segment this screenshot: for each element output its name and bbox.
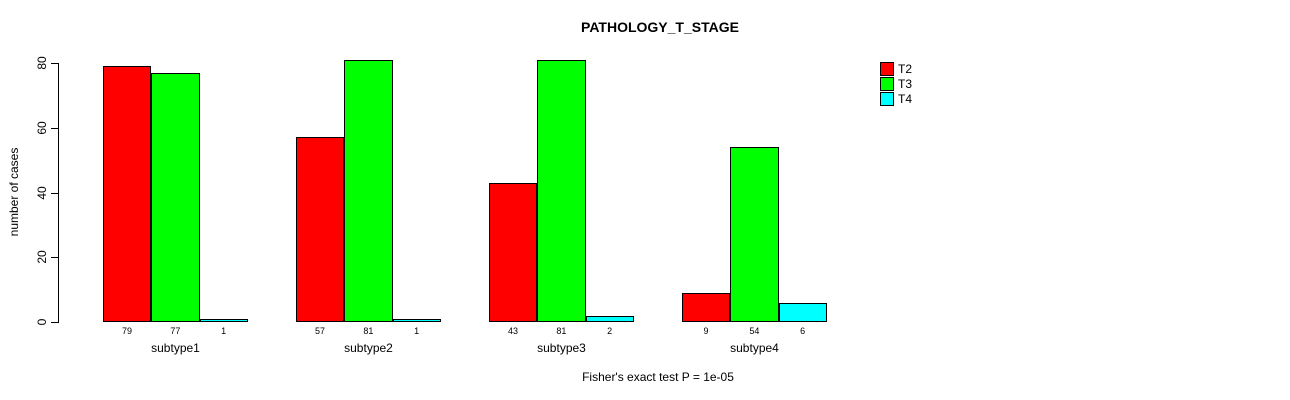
- bar-value-label: 79: [121, 326, 132, 336]
- category-label: subtype3: [537, 341, 586, 355]
- legend-label: T3: [898, 77, 913, 91]
- y-tick: [51, 322, 58, 323]
- y-tick: [51, 192, 58, 194]
- y-tick-label: 20: [35, 250, 49, 264]
- y-tick: [51, 257, 58, 259]
- bar: [585, 315, 634, 322]
- legend-item: T2: [880, 62, 912, 76]
- category-label: subtype1: [151, 341, 200, 355]
- category-label: subtype2: [344, 341, 393, 355]
- bar-value-label: 2: [607, 326, 613, 336]
- y-tick: [51, 127, 58, 129]
- bar-value-label: 81: [363, 326, 374, 336]
- y-axis-label: number of cases: [7, 147, 21, 237]
- bar-value-label: 77: [170, 326, 181, 336]
- bar: [778, 302, 827, 322]
- y-tick-label: 60: [35, 121, 49, 135]
- y-tick-label: 80: [35, 56, 49, 70]
- y-axis-line: [58, 63, 59, 323]
- legend-item: T3: [880, 77, 912, 91]
- legend-swatch: [880, 92, 894, 106]
- bar-value-label: 9: [703, 326, 709, 336]
- legend-swatch: [880, 62, 894, 76]
- bar: [151, 72, 200, 322]
- legend-label: T2: [898, 62, 913, 76]
- category-label: subtype4: [730, 341, 779, 355]
- bar: [344, 59, 393, 322]
- y-tick-label: 0: [35, 318, 49, 326]
- bar: [682, 292, 731, 322]
- bar-value-label: 1: [414, 326, 420, 336]
- annotation-text: Fisher's exact test P = 1e-05: [582, 370, 734, 384]
- bar: [296, 137, 345, 322]
- chart-title: PATHOLOGY_T_STAGE: [581, 19, 739, 35]
- bar: [392, 318, 441, 322]
- y-tick-label: 40: [35, 185, 49, 200]
- legend: T2 T3 T4: [880, 62, 912, 106]
- bar-value-label: 81: [556, 326, 567, 336]
- bar: [489, 182, 538, 322]
- legend-swatch: [880, 77, 894, 91]
- bar-value-label: 43: [507, 326, 518, 336]
- bar-value-label: 6: [800, 326, 806, 336]
- y-tick: [51, 63, 58, 64]
- bar: [537, 59, 586, 322]
- legend-label: T4: [898, 92, 913, 106]
- bar: [199, 318, 248, 322]
- bar-value-label: 1: [221, 326, 227, 336]
- bar-value-label: 54: [749, 326, 760, 336]
- bar: [103, 66, 152, 322]
- legend-item: T4: [880, 92, 912, 106]
- bar-value-label: 57: [314, 326, 325, 336]
- bar: [730, 147, 779, 322]
